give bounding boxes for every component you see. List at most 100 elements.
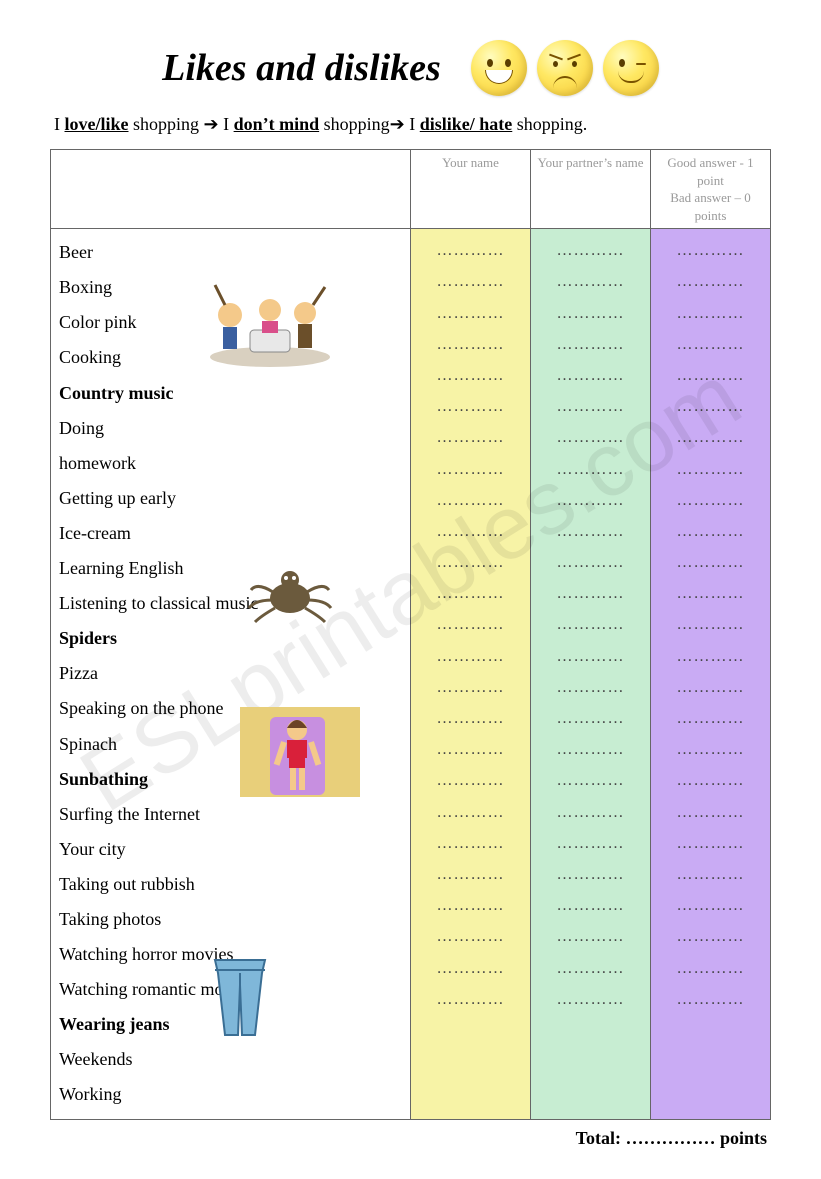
- answer-slot[interactable]: [415, 641, 526, 672]
- list-item: Spiders: [59, 621, 402, 656]
- answer-slot[interactable]: [415, 672, 526, 703]
- answer-slot[interactable]: [535, 890, 646, 921]
- ex-underline: dislike/ hate: [420, 114, 513, 134]
- totals-suffix: points: [715, 1128, 767, 1148]
- answer-slot[interactable]: [535, 828, 646, 859]
- answer-slot[interactable]: [655, 266, 766, 297]
- ex-underline: don’t mind: [234, 114, 320, 134]
- answer-slot[interactable]: [415, 298, 526, 329]
- answer-slot[interactable]: [415, 859, 526, 890]
- answer-slot[interactable]: [535, 360, 646, 391]
- answer-slot[interactable]: [535, 547, 646, 578]
- answer-slot[interactable]: [415, 454, 526, 485]
- col-header-item: [51, 150, 411, 229]
- answer-slot[interactable]: [415, 329, 526, 360]
- answer-slot[interactable]: [655, 360, 766, 391]
- answer-slot[interactable]: [655, 859, 766, 890]
- answer-slot[interactable]: [535, 266, 646, 297]
- answer-slot[interactable]: [655, 734, 766, 765]
- answer-slot[interactable]: [655, 672, 766, 703]
- list-item: Weekends: [59, 1042, 402, 1077]
- answer-slot[interactable]: [535, 765, 646, 796]
- ex-text: shopping.: [512, 114, 587, 134]
- answer-slot[interactable]: [535, 984, 646, 1015]
- partner-answers-column[interactable]: [531, 229, 651, 1119]
- answer-slot[interactable]: [655, 547, 766, 578]
- answer-slot[interactable]: [535, 578, 646, 609]
- answer-slot[interactable]: [415, 921, 526, 952]
- answer-slot[interactable]: [535, 734, 646, 765]
- answer-slot[interactable]: [535, 609, 646, 640]
- item-list: BeerBoxingColor pinkCookingCountry music…: [59, 235, 402, 1112]
- answer-slot[interactable]: [655, 828, 766, 859]
- answer-slot[interactable]: [415, 391, 526, 422]
- answer-slot[interactable]: [655, 921, 766, 952]
- answer-slot[interactable]: [655, 298, 766, 329]
- answer-slot[interactable]: [415, 360, 526, 391]
- answer-slot[interactable]: [535, 329, 646, 360]
- answer-slot[interactable]: [655, 609, 766, 640]
- angry-face-icon: [537, 40, 593, 96]
- answer-slot[interactable]: [655, 454, 766, 485]
- list-item: Watching horror movies: [59, 937, 402, 972]
- score-column[interactable]: [651, 229, 771, 1119]
- answer-slot[interactable]: [655, 485, 766, 516]
- totals-line: Total: …………… points: [50, 1128, 771, 1149]
- answer-slot[interactable]: [415, 609, 526, 640]
- answer-slot[interactable]: [655, 391, 766, 422]
- your-answers-column[interactable]: [411, 229, 531, 1119]
- list-item: Your city: [59, 832, 402, 867]
- answer-slot[interactable]: [415, 984, 526, 1015]
- answer-slot[interactable]: [415, 828, 526, 859]
- answer-slot[interactable]: [655, 984, 766, 1015]
- answer-slot[interactable]: [655, 953, 766, 984]
- answer-slot[interactable]: [535, 921, 646, 952]
- answer-slot[interactable]: [535, 641, 646, 672]
- answer-slot[interactable]: [655, 329, 766, 360]
- answer-slot[interactable]: [535, 485, 646, 516]
- answer-slot[interactable]: [655, 765, 766, 796]
- col-header-score: Good answer - 1 point Bad answer – 0 poi…: [651, 150, 771, 229]
- answer-slot[interactable]: [655, 422, 766, 453]
- answer-slot[interactable]: [655, 797, 766, 828]
- list-item: Spinach: [59, 727, 402, 762]
- answer-slot[interactable]: [415, 734, 526, 765]
- answer-slot[interactable]: [415, 235, 526, 266]
- list-item: Country music: [59, 376, 402, 411]
- list-item: Sunbathing: [59, 762, 402, 797]
- header: Likes and dislikes: [50, 40, 771, 96]
- answer-slot[interactable]: [415, 266, 526, 297]
- answer-slot[interactable]: [415, 703, 526, 734]
- answer-slot[interactable]: [535, 454, 646, 485]
- answer-slot[interactable]: [655, 516, 766, 547]
- answer-slot[interactable]: [655, 890, 766, 921]
- answer-slot[interactable]: [655, 641, 766, 672]
- totals-label: Total:: [576, 1128, 626, 1148]
- list-item: Getting up early: [59, 481, 402, 516]
- answer-slot[interactable]: [415, 765, 526, 796]
- answer-slot[interactable]: [415, 797, 526, 828]
- answer-slot[interactable]: [535, 797, 646, 828]
- answer-slot[interactable]: [415, 422, 526, 453]
- answer-slot[interactable]: [655, 703, 766, 734]
- list-item: Ice-cream: [59, 516, 402, 551]
- answer-slot[interactable]: [535, 953, 646, 984]
- answer-slot[interactable]: [415, 890, 526, 921]
- answer-slot[interactable]: [535, 516, 646, 547]
- answer-slot[interactable]: [415, 516, 526, 547]
- answer-slot[interactable]: [535, 298, 646, 329]
- answer-slot[interactable]: [535, 391, 646, 422]
- answer-slot[interactable]: [535, 859, 646, 890]
- list-item: Pizza: [59, 656, 402, 691]
- answer-slot[interactable]: [535, 422, 646, 453]
- answer-slot[interactable]: [535, 672, 646, 703]
- answer-slot[interactable]: [655, 578, 766, 609]
- answer-slot[interactable]: [655, 235, 766, 266]
- answer-slot[interactable]: [535, 703, 646, 734]
- answer-slot[interactable]: [415, 953, 526, 984]
- answer-slot[interactable]: [415, 485, 526, 516]
- answer-slot[interactable]: [535, 235, 646, 266]
- answer-slot[interactable]: [415, 547, 526, 578]
- answer-slot[interactable]: [415, 578, 526, 609]
- list-item: Speaking on the phone: [59, 691, 402, 726]
